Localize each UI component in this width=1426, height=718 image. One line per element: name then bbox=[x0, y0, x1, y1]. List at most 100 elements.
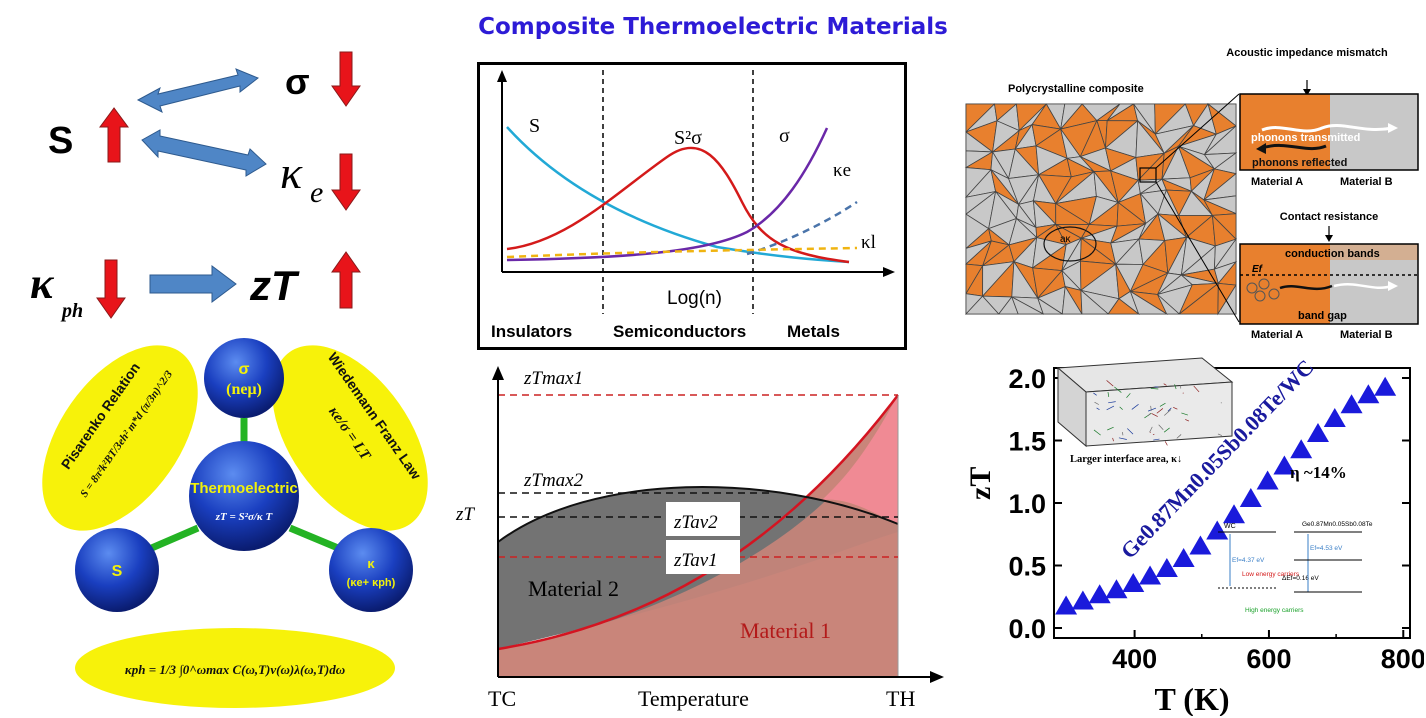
data-point bbox=[1088, 584, 1111, 604]
zt-formula: zT = S²σ/κ T bbox=[215, 511, 274, 523]
s-up-arrow-icon bbox=[99, 107, 129, 163]
poly-label: Polycrystalline composite bbox=[1008, 83, 1144, 95]
inset-caption: Larger interface area, κ↓ bbox=[1070, 454, 1182, 465]
kappa-e-label: κ bbox=[280, 147, 303, 198]
double-arrow-icon bbox=[141, 129, 267, 177]
s-ball bbox=[75, 528, 159, 612]
sigma-label: σ bbox=[285, 61, 310, 102]
th-label: TH bbox=[886, 686, 915, 711]
right-arrow-icon bbox=[149, 265, 237, 303]
sigma-down-arrow-icon bbox=[331, 51, 361, 107]
data-point bbox=[1155, 558, 1178, 577]
zt-axis-label: zT bbox=[455, 504, 475, 525]
kappa-ph-down-arrow-icon bbox=[96, 259, 126, 319]
region-insulators: Insulators bbox=[491, 322, 572, 341]
phonons-transmitted-label: phonons transmitted bbox=[1251, 132, 1360, 144]
y-tick-label: 0.0 bbox=[1008, 614, 1046, 644]
pisarenko-ellipse bbox=[42, 345, 198, 531]
kappa-ball-formula: (κe+ κph) bbox=[347, 577, 396, 589]
data-point bbox=[1239, 488, 1262, 507]
material-1-label: Material 1 bbox=[740, 618, 831, 643]
data-point bbox=[1189, 535, 1212, 555]
kappa-e-down-arrow-icon bbox=[331, 153, 361, 211]
zt-temperature-chart: zTmax1 zTmax2 zT zTav2 zTav1 Material 2 … bbox=[455, 366, 944, 711]
data-point bbox=[1139, 565, 1162, 585]
y-tick-label: 2.0 bbox=[1008, 364, 1046, 394]
data-point bbox=[1256, 470, 1279, 490]
ztav1-label: zTav1 bbox=[673, 550, 718, 571]
data-point bbox=[1172, 548, 1195, 567]
s2sigma-curve-label: S²σ bbox=[674, 127, 702, 149]
molecule-diagram: σ (neμ) Thermoelectric zT = S²σ/κ T S κ … bbox=[42, 338, 428, 708]
kappa-e-sub: e bbox=[310, 176, 323, 209]
x-axis-label: T (K) bbox=[1155, 681, 1230, 716]
phonons-reflected-label: phonons reflected bbox=[1252, 157, 1347, 169]
kappa-ph-formula: κph = 1/3 ∫0^ωmax C(ω,T)ν(ω)λ(ω,T)dω bbox=[125, 662, 345, 678]
y-axis-label: zT bbox=[964, 467, 997, 500]
data-point bbox=[1290, 439, 1313, 459]
low-energy-label: Low energy carriers bbox=[1242, 571, 1300, 578]
high-energy-label: High energy carriers bbox=[1245, 607, 1304, 614]
material-2-label: Material 2 bbox=[528, 576, 619, 601]
composite-diagram: Polycrystalline composite aκ Acoustic im… bbox=[964, 47, 1419, 341]
material-b-label-1: Material B bbox=[1340, 176, 1393, 188]
data-point bbox=[1055, 595, 1078, 615]
gemnsbte-label: Ge0.87Mn0.05Sb0.08Te bbox=[1302, 521, 1373, 528]
data-point bbox=[1357, 384, 1380, 404]
polycrystal-mosaic: aκ bbox=[964, 93, 1240, 323]
data-point bbox=[1323, 408, 1346, 427]
sigma-ball bbox=[204, 338, 284, 418]
data-point bbox=[1122, 573, 1145, 592]
contact-title: Contact resistance bbox=[1280, 211, 1378, 223]
kappa-l-curve-label: κl bbox=[861, 232, 876, 253]
data-point bbox=[1273, 455, 1296, 475]
wc-label: WC bbox=[1224, 523, 1236, 530]
ak-label: aκ bbox=[1060, 234, 1072, 245]
ef-label: Ef bbox=[1252, 264, 1264, 275]
inset-cube: Larger interface area, κ↓ bbox=[1056, 357, 1234, 465]
ef2-label: Ef=4.53 eV bbox=[1310, 545, 1343, 552]
s-label: S bbox=[48, 120, 73, 162]
sigma-ball-label: σ bbox=[239, 361, 250, 378]
s-ball-label: S bbox=[112, 563, 123, 580]
kappa-ph-sub: ph bbox=[60, 300, 83, 322]
x-tick-label: 400 bbox=[1112, 644, 1157, 674]
y-tick-label: 1.0 bbox=[1008, 489, 1046, 519]
wiedemann-ellipse bbox=[272, 345, 428, 531]
x-axis-label: Log(n) bbox=[667, 288, 722, 309]
zt-chart: 400 600 800 0.0 0.5 1.0 1.5 2.0 Larger interfac… bbox=[964, 355, 1424, 716]
sigma-ball-formula: (neμ) bbox=[226, 381, 262, 398]
thermoelectric-ball bbox=[189, 441, 299, 551]
data-point bbox=[1340, 394, 1363, 414]
material-a-label-1: Material A bbox=[1251, 176, 1303, 188]
efficiency-label: η ~14% bbox=[1290, 463, 1347, 482]
kappa-ball bbox=[329, 528, 413, 612]
def-label: ΔEf=0.16 eV bbox=[1282, 575, 1319, 582]
sigma-curve-label: σ bbox=[779, 125, 790, 147]
data-point bbox=[1374, 376, 1397, 396]
x-tick-label: 600 bbox=[1246, 644, 1291, 674]
thermoelectric-label: Thermoelectric bbox=[190, 480, 298, 497]
zt-up-arrow-icon bbox=[331, 251, 361, 309]
y-tick-label: 1.5 bbox=[1008, 427, 1046, 457]
band-diagram-inset: WC Ef=4.37 eV Low energy carriers High e… bbox=[1218, 521, 1373, 614]
conductivity-chart: S S²σ σ κe κl Log(n) Insulators Semicond… bbox=[477, 62, 907, 350]
region-semiconductors: Semiconductors bbox=[613, 322, 746, 341]
material-b-label-2: Material B bbox=[1340, 329, 1393, 341]
material-a-label-2: Material A bbox=[1251, 329, 1303, 341]
kappa-ball-label: κ bbox=[367, 556, 375, 571]
data-point bbox=[1105, 579, 1128, 599]
ztmax1-label: zTmax1 bbox=[523, 368, 583, 389]
data-point bbox=[1306, 423, 1329, 442]
region-metals: Metals bbox=[787, 322, 840, 341]
tradeoff-diagram: S σ κ e κ ph zT bbox=[30, 51, 361, 322]
kappa-ph-label: κ bbox=[30, 259, 55, 308]
page-title: Composite Thermoelectric Materials bbox=[478, 14, 948, 40]
data-point bbox=[1071, 590, 1094, 610]
y-tick-label: 0.5 bbox=[1008, 552, 1046, 582]
s-curve-label: S bbox=[529, 115, 540, 137]
data-point bbox=[1206, 520, 1229, 540]
zt-label: zT bbox=[249, 262, 300, 309]
conduction-bands-label: conduction bands bbox=[1285, 248, 1380, 260]
acoustic-title: Acoustic impedance mismatch bbox=[1226, 47, 1388, 59]
